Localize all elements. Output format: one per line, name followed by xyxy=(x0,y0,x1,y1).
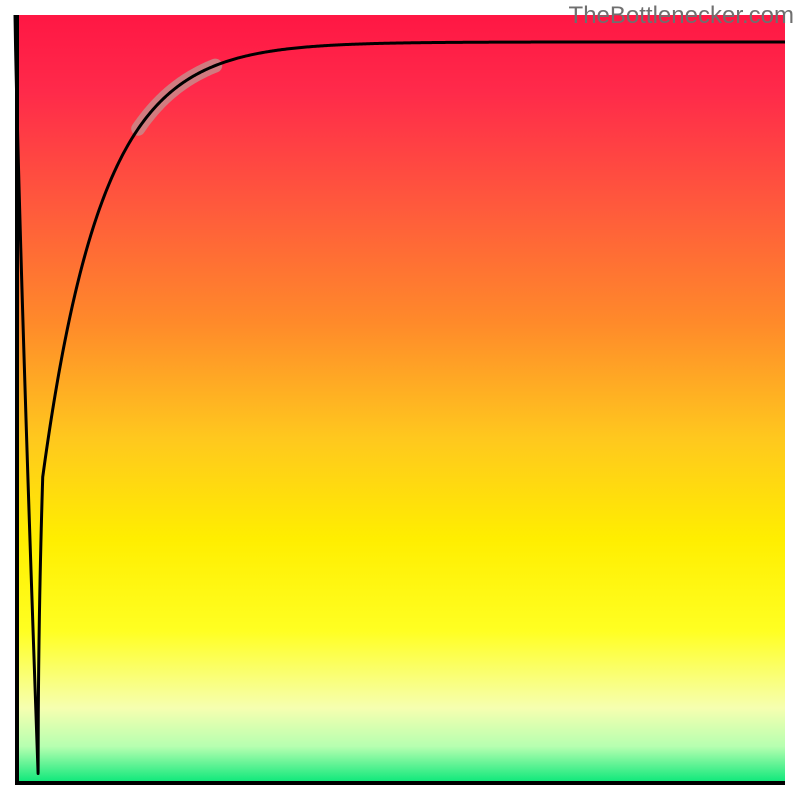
curve-path xyxy=(15,15,785,773)
watermark-text: TheBottlenecker.com xyxy=(569,2,794,30)
chart-stage: TheBottlenecker.com xyxy=(0,0,800,800)
bottleneck-curve xyxy=(0,0,800,800)
curve-highlight-segment xyxy=(138,66,215,129)
